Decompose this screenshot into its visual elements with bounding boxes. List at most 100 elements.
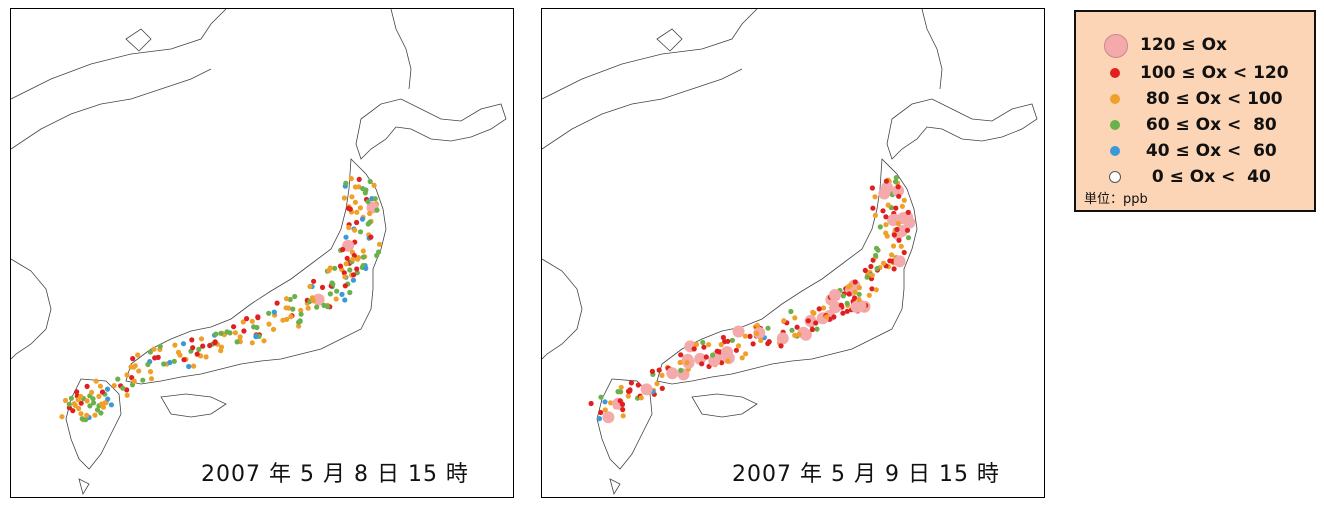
station-dot [332, 265, 338, 271]
station-dot [742, 333, 748, 339]
station-dot [883, 214, 889, 220]
station-dot [255, 314, 261, 320]
hokkaido-coastline [886, 98, 1038, 160]
station-dot [898, 243, 904, 249]
legend-swatch [1104, 34, 1128, 58]
station-dot [196, 346, 202, 352]
station-dot [288, 314, 294, 320]
station-dot [151, 346, 157, 352]
station-dot [890, 243, 897, 249]
station-dot [249, 340, 255, 346]
legend-item: 0 ≤ Ox < 40 [1076, 166, 1314, 190]
ozone-map-may-9: 2007 年 5 月 9 日 15 時 [541, 8, 1045, 498]
station-dot [266, 310, 272, 316]
station-dot [866, 292, 872, 298]
station-dot [725, 358, 731, 364]
station-dot [732, 325, 745, 338]
station-dot [617, 398, 623, 404]
station-dot [701, 344, 707, 350]
station-dot [212, 339, 218, 345]
legend-swatch [1110, 120, 1120, 130]
station-dot [618, 384, 624, 390]
station-dot [307, 283, 313, 290]
station-dot [305, 305, 311, 311]
station-dot [838, 302, 844, 308]
station-dot [147, 349, 153, 355]
station-dot [596, 416, 602, 422]
station-dot [678, 367, 684, 373]
station-dot [789, 327, 795, 333]
station-dot [130, 356, 136, 362]
station-dot [203, 354, 209, 360]
korea-coastline [542, 258, 583, 360]
station-dot [349, 194, 355, 200]
legend-label: 120 ≤ Ox [1140, 35, 1227, 55]
station-dot [699, 361, 705, 367]
station-dot [350, 277, 356, 283]
station-dot [283, 296, 290, 302]
station-dot [870, 205, 876, 211]
station-dot [869, 286, 875, 292]
station-dot [856, 296, 862, 303]
station-dot [895, 184, 901, 190]
station-dot [372, 196, 378, 202]
station-dot [347, 267, 353, 273]
station-dot [750, 341, 756, 347]
station-dot [342, 297, 348, 303]
station-dot [627, 387, 633, 393]
station-dot [363, 265, 369, 271]
station-dot [743, 351, 749, 357]
legend-item: 60 ≤ Ox < 80 [1076, 114, 1314, 138]
station-dot [321, 302, 327, 308]
station-dot [124, 372, 130, 378]
station-dot [840, 310, 846, 316]
station-dot [875, 247, 881, 253]
station-dot [765, 325, 771, 331]
shikoku-coastline [691, 393, 758, 418]
sakhalin-coastline [921, 9, 943, 90]
station-dot [152, 355, 158, 361]
station-dot [359, 216, 366, 222]
station-dot [367, 210, 373, 217]
station-dot [899, 203, 905, 209]
station-dot [354, 209, 360, 215]
station-dot [602, 407, 608, 413]
station-dot [831, 314, 837, 320]
station-dot [649, 368, 655, 374]
station-dot [198, 336, 205, 342]
station-dot [640, 383, 653, 396]
station-dot [889, 252, 895, 258]
station-dot [820, 305, 827, 311]
station-dot [852, 279, 858, 285]
station-dot [588, 400, 594, 407]
station-dot [354, 266, 360, 272]
station-dot [207, 342, 213, 349]
station-dot [869, 272, 875, 278]
station-dot [781, 318, 787, 324]
station-dot [883, 222, 889, 228]
station-dot [693, 341, 700, 348]
station-dot [98, 410, 104, 416]
station-dot [347, 206, 353, 212]
station-dot [91, 400, 97, 406]
station-dot [788, 308, 794, 315]
station-dot [237, 334, 243, 340]
station-dot [111, 383, 117, 389]
station-dot [171, 358, 177, 364]
station-dot [710, 352, 716, 358]
station-dot [340, 246, 346, 253]
station-dot [887, 258, 893, 264]
station-dot [739, 355, 745, 361]
station-dot [70, 408, 76, 414]
station-dot [892, 184, 905, 197]
station-dot [720, 334, 726, 341]
station-dot [872, 212, 878, 218]
station-dot [635, 382, 641, 388]
legend-item: 120 ≤ Ox [1076, 34, 1314, 58]
station-dot [901, 197, 907, 203]
station-dot [829, 289, 841, 301]
station-dot [814, 326, 820, 332]
legend-label: 80 ≤ Ox < 100 [1140, 89, 1283, 109]
station-dot [352, 184, 358, 190]
station-dot [810, 309, 816, 315]
